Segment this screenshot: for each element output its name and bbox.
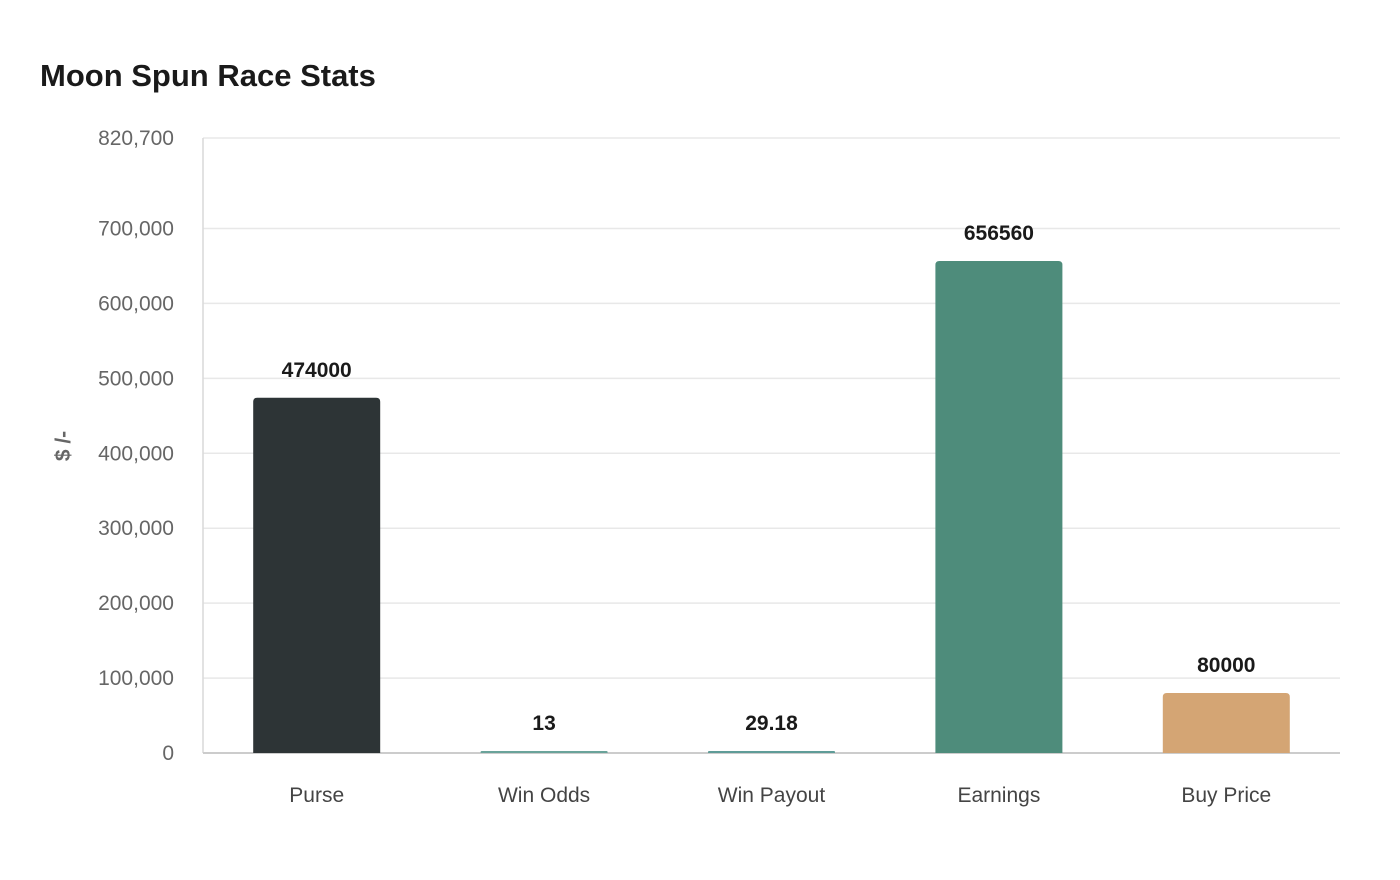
bar-win-odds <box>480 751 608 753</box>
data-label: 656560 <box>964 222 1034 245</box>
data-label: 474000 <box>282 359 352 382</box>
y-tick-label: 600,000 <box>98 292 174 315</box>
x-tick-label: Win Odds <box>498 784 590 807</box>
x-tick-label: Earnings <box>957 784 1040 807</box>
y-tick-label: 100,000 <box>98 667 174 690</box>
data-label: 29.18 <box>745 712 798 735</box>
chart-title: Moon Spun Race Stats <box>40 58 376 93</box>
y-tick-label: 400,000 <box>98 442 174 465</box>
data-label: 13 <box>532 712 555 735</box>
x-tick-label: Purse <box>289 784 344 807</box>
y-tick-label: 500,000 <box>98 367 174 390</box>
y-tick-label: 0 <box>162 742 174 765</box>
x-tick-label: Win Payout <box>718 784 826 807</box>
bar-buy-price <box>1162 693 1290 753</box>
y-tick-label: 820,700 <box>98 127 174 150</box>
y-tick-label: 700,000 <box>98 217 174 240</box>
y-tick-label: 300,000 <box>98 517 174 540</box>
bar-win-payout <box>708 751 835 753</box>
data-label: 80000 <box>1197 654 1255 677</box>
x-tick-label: Buy Price <box>1181 784 1271 807</box>
bar-earnings <box>935 261 1063 753</box>
bar-purse <box>253 397 381 753</box>
y-axis-title: $ /- <box>52 431 75 461</box>
y-tick-label: 200,000 <box>98 592 174 615</box>
